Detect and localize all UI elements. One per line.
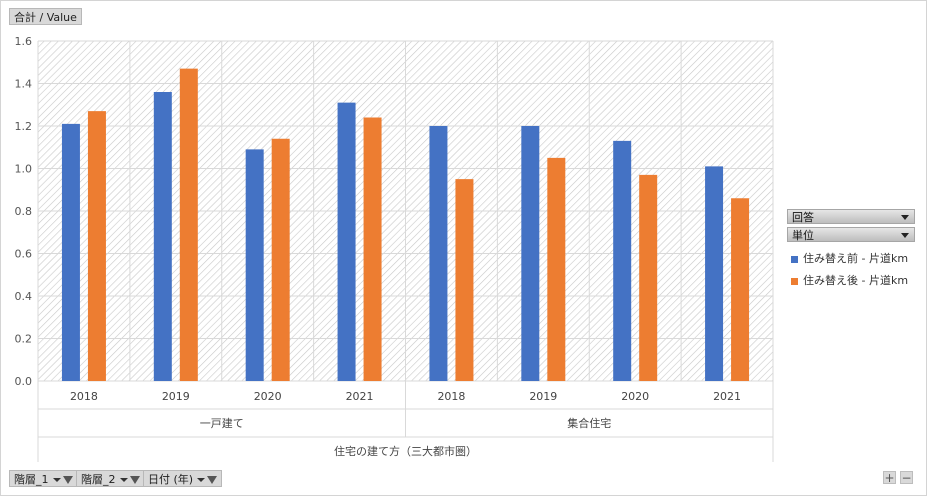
axis-field-year-label: 日付 (年) [148, 473, 194, 486]
x-tick-label: 2021 [713, 390, 741, 403]
y-tick-label: 0.8 [15, 205, 33, 218]
legend-item-after[interactable]: 住み替え後 - 片道km [791, 272, 908, 288]
bar-after [363, 117, 382, 381]
bar-after [455, 179, 474, 381]
y-tick-label: 0.2 [15, 333, 33, 346]
filter-icon [129, 476, 140, 484]
bar-after [87, 111, 106, 381]
x-tick-label: 2020 [621, 390, 649, 403]
x-tick-label: 2018 [437, 390, 465, 403]
legend-field-unit[interactable]: 単位 [787, 227, 915, 242]
zoom-out-button[interactable]: − [900, 471, 913, 485]
legend-field-answer-label: 回答 [792, 211, 814, 224]
dropdown-arrow-icon [197, 478, 206, 482]
bar-before [521, 126, 540, 381]
bar-after [547, 157, 566, 381]
bar-after [271, 138, 290, 381]
dropdown-arrow-icon [52, 478, 61, 482]
x-axis-title: 住宅の建て方（三大都市圏） [334, 444, 477, 458]
legend-field-answer[interactable]: 回答 [787, 209, 915, 224]
group-label: 集合住宅 [567, 416, 611, 430]
bar-after [639, 174, 658, 381]
x-tick-label: 2018 [70, 390, 98, 403]
axis-field-level1-label: 階層_1 [14, 473, 49, 486]
x-tick-label: 2020 [254, 390, 282, 403]
filter-icon [207, 476, 218, 484]
y-tick-label: 1.6 [15, 35, 33, 48]
value-field-label: 合計 / Value [14, 11, 77, 24]
y-tick-label: 0.6 [15, 248, 33, 261]
bar-after [179, 68, 198, 381]
legend-swatch-before [791, 255, 798, 263]
bar-before [61, 123, 80, 381]
bar-after [731, 198, 750, 381]
x-tick-label: 2019 [162, 390, 190, 403]
legend-swatch-after [791, 277, 798, 285]
dropdown-arrow-icon [119, 478, 128, 482]
bar-before [337, 102, 356, 381]
y-tick-label: 1.0 [15, 163, 33, 176]
bar-before [613, 140, 632, 381]
legend-item-before[interactable]: 住み替え前 - 片道km [791, 250, 908, 266]
y-tick-label: 1.4 [15, 78, 33, 91]
axis-field-level2[interactable]: 階層_2 [76, 470, 145, 487]
x-tick-label: 2021 [346, 390, 374, 403]
y-tick-label: 0.0 [15, 375, 33, 388]
bar-before [153, 92, 172, 381]
axis-field-year[interactable]: 日付 (年) [143, 470, 223, 487]
filter-icon [62, 476, 73, 484]
dropdown-arrow-icon [901, 215, 909, 220]
dropdown-arrow-icon [901, 233, 909, 238]
bar-before [705, 166, 724, 381]
x-tick-label: 2019 [529, 390, 557, 403]
y-tick-label: 1.2 [15, 120, 33, 133]
group-label: 一戸建て [200, 416, 244, 430]
zoom-in-button[interactable]: + [883, 471, 896, 485]
axis-field-level1[interactable]: 階層_1 [9, 470, 78, 487]
legend-label-before: 住み替え前 - 片道km [803, 252, 909, 265]
value-field-button[interactable]: 合計 / Value [9, 8, 82, 25]
bar-before [429, 126, 448, 381]
y-tick-label: 0.4 [15, 290, 33, 303]
legend-field-unit-label: 単位 [792, 229, 814, 242]
legend-label-after: 住み替え後 - 片道km [803, 274, 909, 287]
bar-before [245, 149, 264, 381]
axis-field-level2-label: 階層_2 [81, 473, 116, 486]
